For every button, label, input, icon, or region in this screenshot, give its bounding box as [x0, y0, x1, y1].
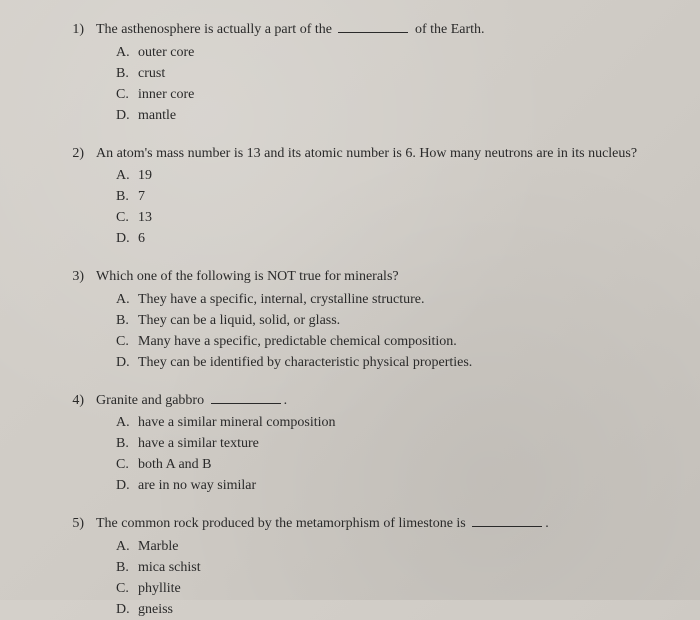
option-a[interactable]: A.outer core: [116, 42, 650, 63]
option-text: They can be a liquid, solid, or glass.: [138, 313, 340, 328]
question-text: 4) Granite and gabbro .: [60, 391, 650, 411]
options-list: A.have a similar mineral compositionB.ha…: [116, 412, 650, 496]
question-text: 3) Which one of the following is NOT true…: [60, 267, 650, 287]
option-letter: C.: [116, 454, 138, 475]
option-text: phyllite: [138, 581, 181, 596]
option-letter: D.: [116, 475, 138, 496]
option-a[interactable]: A.Marble: [116, 536, 650, 557]
option-letter: B.: [116, 557, 138, 578]
option-text: gneiss: [138, 602, 173, 617]
question-text-before: The common rock produced by the metamorp…: [96, 516, 469, 531]
option-d[interactable]: D.gneiss: [116, 599, 650, 620]
question-text-before: The asthenosphere is actually a part of …: [96, 22, 335, 37]
option-letter: B.: [116, 433, 138, 454]
question-text-before: An atom's mass number is 13 and its atom…: [96, 146, 637, 161]
option-text: mantle: [138, 108, 176, 123]
option-letter: B.: [116, 63, 138, 84]
question-body: An atom's mass number is 13 and its atom…: [96, 144, 650, 164]
option-letter: C.: [116, 331, 138, 352]
question-number: 3): [60, 267, 84, 287]
question-3: 3) Which one of the following is NOT true…: [60, 267, 650, 373]
option-a[interactable]: A.19: [116, 165, 650, 186]
question-5: 5) The common rock produced by the metamo…: [60, 514, 650, 620]
option-text: 6: [138, 231, 145, 246]
option-letter: C.: [116, 207, 138, 228]
option-b[interactable]: B.They can be a liquid, solid, or glass.: [116, 310, 650, 331]
question-text: 1) The asthenosphere is actually a part o…: [60, 20, 650, 40]
option-b[interactable]: B.crust: [116, 63, 650, 84]
option-d[interactable]: D.are in no way similar: [116, 475, 650, 496]
fill-blank: [338, 32, 408, 33]
question-text-before: Granite and gabbro: [96, 393, 208, 408]
option-letter: D.: [116, 105, 138, 126]
option-b[interactable]: B.mica schist: [116, 557, 650, 578]
option-a[interactable]: A.have a similar mineral composition: [116, 412, 650, 433]
option-d[interactable]: D.mantle: [116, 105, 650, 126]
option-c[interactable]: C.inner core: [116, 84, 650, 105]
option-letter: D.: [116, 228, 138, 249]
option-letter: A.: [116, 42, 138, 63]
question-body: The asthenosphere is actually a part of …: [96, 20, 650, 40]
option-d[interactable]: D.6: [116, 228, 650, 249]
option-text: 13: [138, 210, 152, 225]
option-letter: C.: [116, 84, 138, 105]
fill-blank: [211, 403, 281, 404]
option-text: have a similar mineral composition: [138, 415, 336, 430]
option-letter: B.: [116, 310, 138, 331]
option-text: inner core: [138, 87, 194, 102]
options-list: A.They have a specific, internal, crysta…: [116, 289, 650, 373]
question-text: 2) An atom's mass number is 13 and its at…: [60, 144, 650, 164]
question-body: Granite and gabbro .: [96, 391, 650, 411]
quiz-container: 1) The asthenosphere is actually a part o…: [60, 20, 650, 620]
question-text-before: Which one of the following is NOT true f…: [96, 269, 399, 284]
question-body: Which one of the following is NOT true f…: [96, 267, 650, 287]
option-text: They can be identified by characteristic…: [138, 355, 472, 370]
options-list: A.outer coreB.crustC.inner coreD.mantle: [116, 42, 650, 126]
option-b[interactable]: B.7: [116, 186, 650, 207]
option-c[interactable]: C.both A and B: [116, 454, 650, 475]
question-text-after: .: [545, 516, 549, 531]
option-letter: A.: [116, 536, 138, 557]
question-text-after: of the Earth.: [411, 22, 484, 37]
option-text: both A and B: [138, 457, 212, 472]
question-4: 4)Granite and gabbro .A.have a similar m…: [60, 391, 650, 497]
question-1: 1) The asthenosphere is actually a part o…: [60, 20, 650, 126]
option-text: They have a specific, internal, crystall…: [138, 292, 425, 307]
question-body: The common rock produced by the metamorp…: [96, 514, 650, 534]
question-2: 2) An atom's mass number is 13 and its at…: [60, 144, 650, 250]
option-letter: A.: [116, 289, 138, 310]
option-letter: D.: [116, 352, 138, 373]
option-c[interactable]: C.13: [116, 207, 650, 228]
option-letter: C.: [116, 578, 138, 599]
fill-blank: [472, 526, 542, 527]
option-a[interactable]: A.They have a specific, internal, crysta…: [116, 289, 650, 310]
option-text: have a similar texture: [138, 436, 259, 451]
question-number: 2): [60, 144, 84, 164]
options-list: A.19B.7C.13D.6: [116, 165, 650, 249]
option-letter: D.: [116, 599, 138, 620]
question-number: 4): [60, 391, 84, 411]
option-text: 7: [138, 189, 145, 204]
option-text: 19: [138, 168, 152, 183]
option-letter: B.: [116, 186, 138, 207]
question-text-after: .: [284, 393, 288, 408]
option-letter: A.: [116, 165, 138, 186]
option-text: outer core: [138, 45, 194, 60]
question-number: 5): [60, 514, 84, 534]
option-letter: A.: [116, 412, 138, 433]
option-b[interactable]: B.have a similar texture: [116, 433, 650, 454]
option-text: crust: [138, 66, 165, 81]
option-text: Marble: [138, 539, 178, 554]
option-c[interactable]: C.Many have a specific, predictable chem…: [116, 331, 650, 352]
question-number: 1): [60, 20, 84, 40]
question-text: 5) The common rock produced by the metamo…: [60, 514, 650, 534]
option-c[interactable]: C.phyllite: [116, 578, 650, 599]
option-d[interactable]: D.They can be identified by characterist…: [116, 352, 650, 373]
option-text: are in no way similar: [138, 478, 256, 493]
option-text: Many have a specific, predictable chemic…: [138, 334, 457, 349]
options-list: A.MarbleB.mica schistC.phylliteD.gneiss: [116, 536, 650, 620]
option-text: mica schist: [138, 560, 201, 575]
